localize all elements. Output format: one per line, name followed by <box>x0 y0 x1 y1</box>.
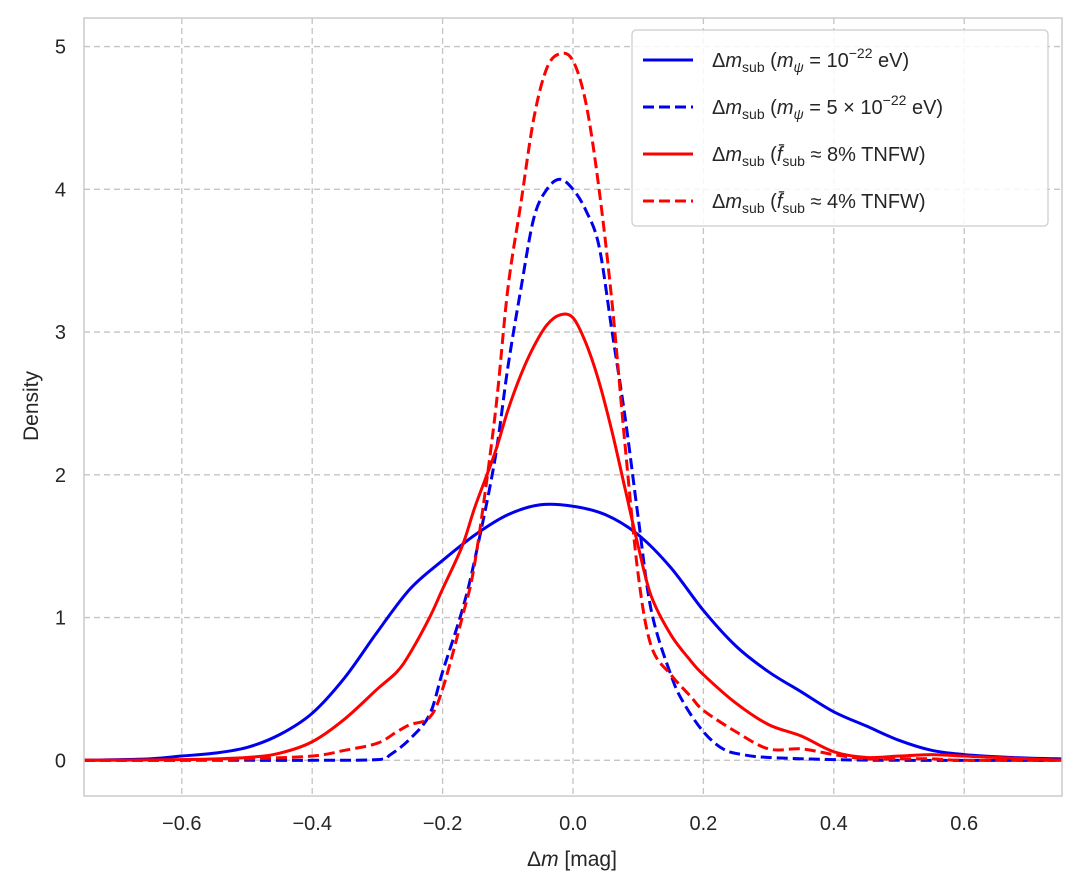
series-lines <box>83 51 1063 762</box>
series-line-4 <box>83 51 1063 762</box>
y-tick-label: 5 <box>55 37 66 59</box>
y-tick-label: 4 <box>55 179 66 201</box>
y-tick-label: 2 <box>55 465 66 487</box>
legend: Δmsub (mψ = 10−22 eV) Δmsub (mψ = 5 × 10−… <box>631 29 1049 227</box>
x-tick-label: 0.0 <box>559 813 587 835</box>
y-tick-labels: 0 1 2 3 4 5 <box>55 37 66 773</box>
plot-frame <box>83 17 1063 797</box>
series-line-2 <box>84 177 1063 762</box>
legend-entry-label: Δmsub (mψ = 10−22 eV) <box>712 45 909 75</box>
x-tick-label: 0.4 <box>820 813 848 835</box>
legend-box <box>631 29 1049 227</box>
y-axis-label: Density <box>20 370 43 441</box>
x-tick-label: 0.2 <box>689 813 717 835</box>
x-tick-labels: −0.6 −0.4 −0.2 0.0 0.2 0.4 0.6 <box>162 813 978 835</box>
x-tick-label: −0.4 <box>292 813 331 835</box>
legend-entry-label: Δmsub (f̄sub ≈ 8% TNFW) <box>712 143 926 169</box>
y-tick-label: 0 <box>55 750 66 772</box>
x-axis-label: Δm [mag] <box>527 848 617 871</box>
y-tick-label: 3 <box>55 322 66 344</box>
series-line-3 <box>83 312 1063 762</box>
x-tick-label: −0.2 <box>423 813 462 835</box>
y-tick-label: 1 <box>55 608 66 630</box>
series-line-1 <box>83 502 1063 762</box>
legend-entry-label: Δmsub (f̄sub ≈ 4% TNFW) <box>712 190 926 216</box>
x-tick-label: 0.6 <box>950 813 978 835</box>
legend-entry-label: Δmsub (mψ = 5 × 10−22 eV) <box>712 92 943 122</box>
x-tick-label: −0.6 <box>162 813 201 835</box>
